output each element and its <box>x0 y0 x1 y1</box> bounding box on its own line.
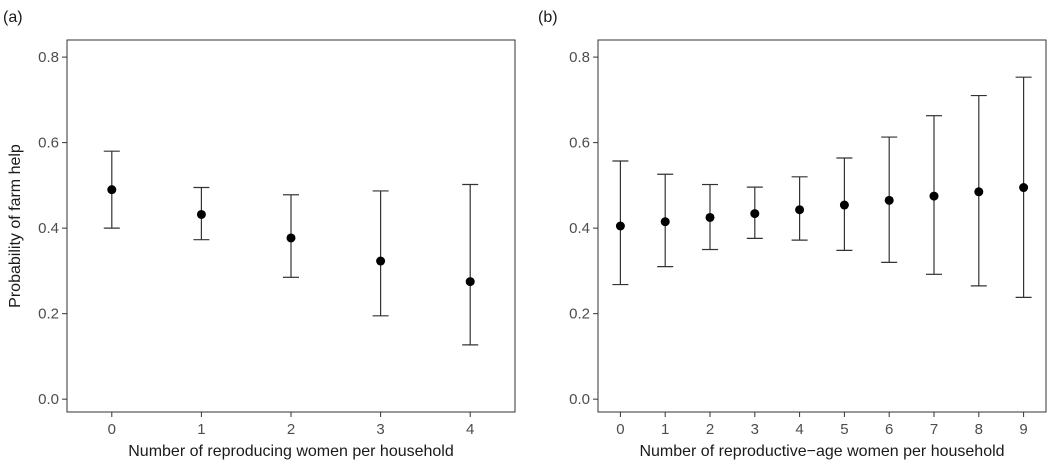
data-point <box>660 217 670 227</box>
panel-a-marks <box>103 150 479 346</box>
y-tick-label: 0.0 <box>569 391 590 408</box>
x-tick-label: 3 <box>376 421 384 438</box>
panel-b: (b) 0.0 0.2 0.4 0.6 0.8 0 1 2 3 4 5 6 7 8 9 Number of… <box>538 9 1047 460</box>
data-point <box>286 233 296 243</box>
data-point <box>929 191 939 201</box>
x-tick-label: 4 <box>466 421 474 438</box>
x-tick-label: 0 <box>108 421 116 438</box>
data-point <box>974 187 984 197</box>
panel-b-x-axis: 0 1 2 3 4 5 6 7 8 9 <box>616 412 1028 438</box>
panel-a-label: (a) <box>3 9 23 26</box>
x-tick-label: 6 <box>885 421 893 438</box>
y-tick-label: 0.8 <box>569 49 590 66</box>
x-tick-label: 2 <box>287 421 295 438</box>
data-point <box>750 209 760 219</box>
y-tick-label: 0.6 <box>38 135 59 152</box>
panel-a-y-axis-title: Probability of farm help <box>7 144 24 308</box>
data-point <box>795 205 805 215</box>
data-point <box>1019 183 1029 193</box>
data-point <box>196 209 206 219</box>
data-point <box>107 185 117 195</box>
panel-b-y-axis: 0.0 0.2 0.4 0.6 0.8 <box>569 49 598 408</box>
x-tick-label: 4 <box>795 421 803 438</box>
panel-b-label: (b) <box>538 9 558 26</box>
y-tick-label: 0.2 <box>38 306 59 323</box>
x-tick-label: 8 <box>975 421 983 438</box>
x-tick-label: 9 <box>1019 421 1027 438</box>
data-point <box>465 277 475 287</box>
panel-a-y-axis: 0.0 0.2 0.4 0.6 0.8 <box>38 49 67 408</box>
panel-a: (a) 0.0 0.2 0.4 0.6 0.8 0 1 2 3 4 Number of repr… <box>3 9 516 460</box>
y-tick-label: 0.6 <box>569 135 590 152</box>
x-tick-label: 2 <box>706 421 714 438</box>
x-tick-label: 3 <box>751 421 759 438</box>
data-point <box>839 200 849 210</box>
x-tick-label: 7 <box>930 421 938 438</box>
panel-a-x-axis-title: Number of reproducing women per househol… <box>128 443 454 460</box>
y-tick-label: 0.4 <box>569 220 590 237</box>
x-tick-label: 0 <box>616 421 624 438</box>
panel-b-x-axis-title: Number of reproductive−age women per hou… <box>639 443 1004 460</box>
x-tick-label: 1 <box>661 421 669 438</box>
x-tick-label: 1 <box>197 421 205 438</box>
panel-b-plot-border <box>597 39 1047 413</box>
y-tick-label: 0.0 <box>38 391 59 408</box>
y-tick-label: 0.4 <box>38 220 59 237</box>
data-point <box>884 195 894 205</box>
x-tick-label: 5 <box>840 421 848 438</box>
y-tick-label: 0.8 <box>38 49 59 66</box>
data-point <box>705 212 715 222</box>
panel-b-marks <box>612 76 1032 299</box>
data-point <box>615 221 625 231</box>
data-point <box>376 256 386 266</box>
y-tick-label: 0.2 <box>569 306 590 323</box>
panel-a-x-axis: 0 1 2 3 4 <box>108 412 474 438</box>
